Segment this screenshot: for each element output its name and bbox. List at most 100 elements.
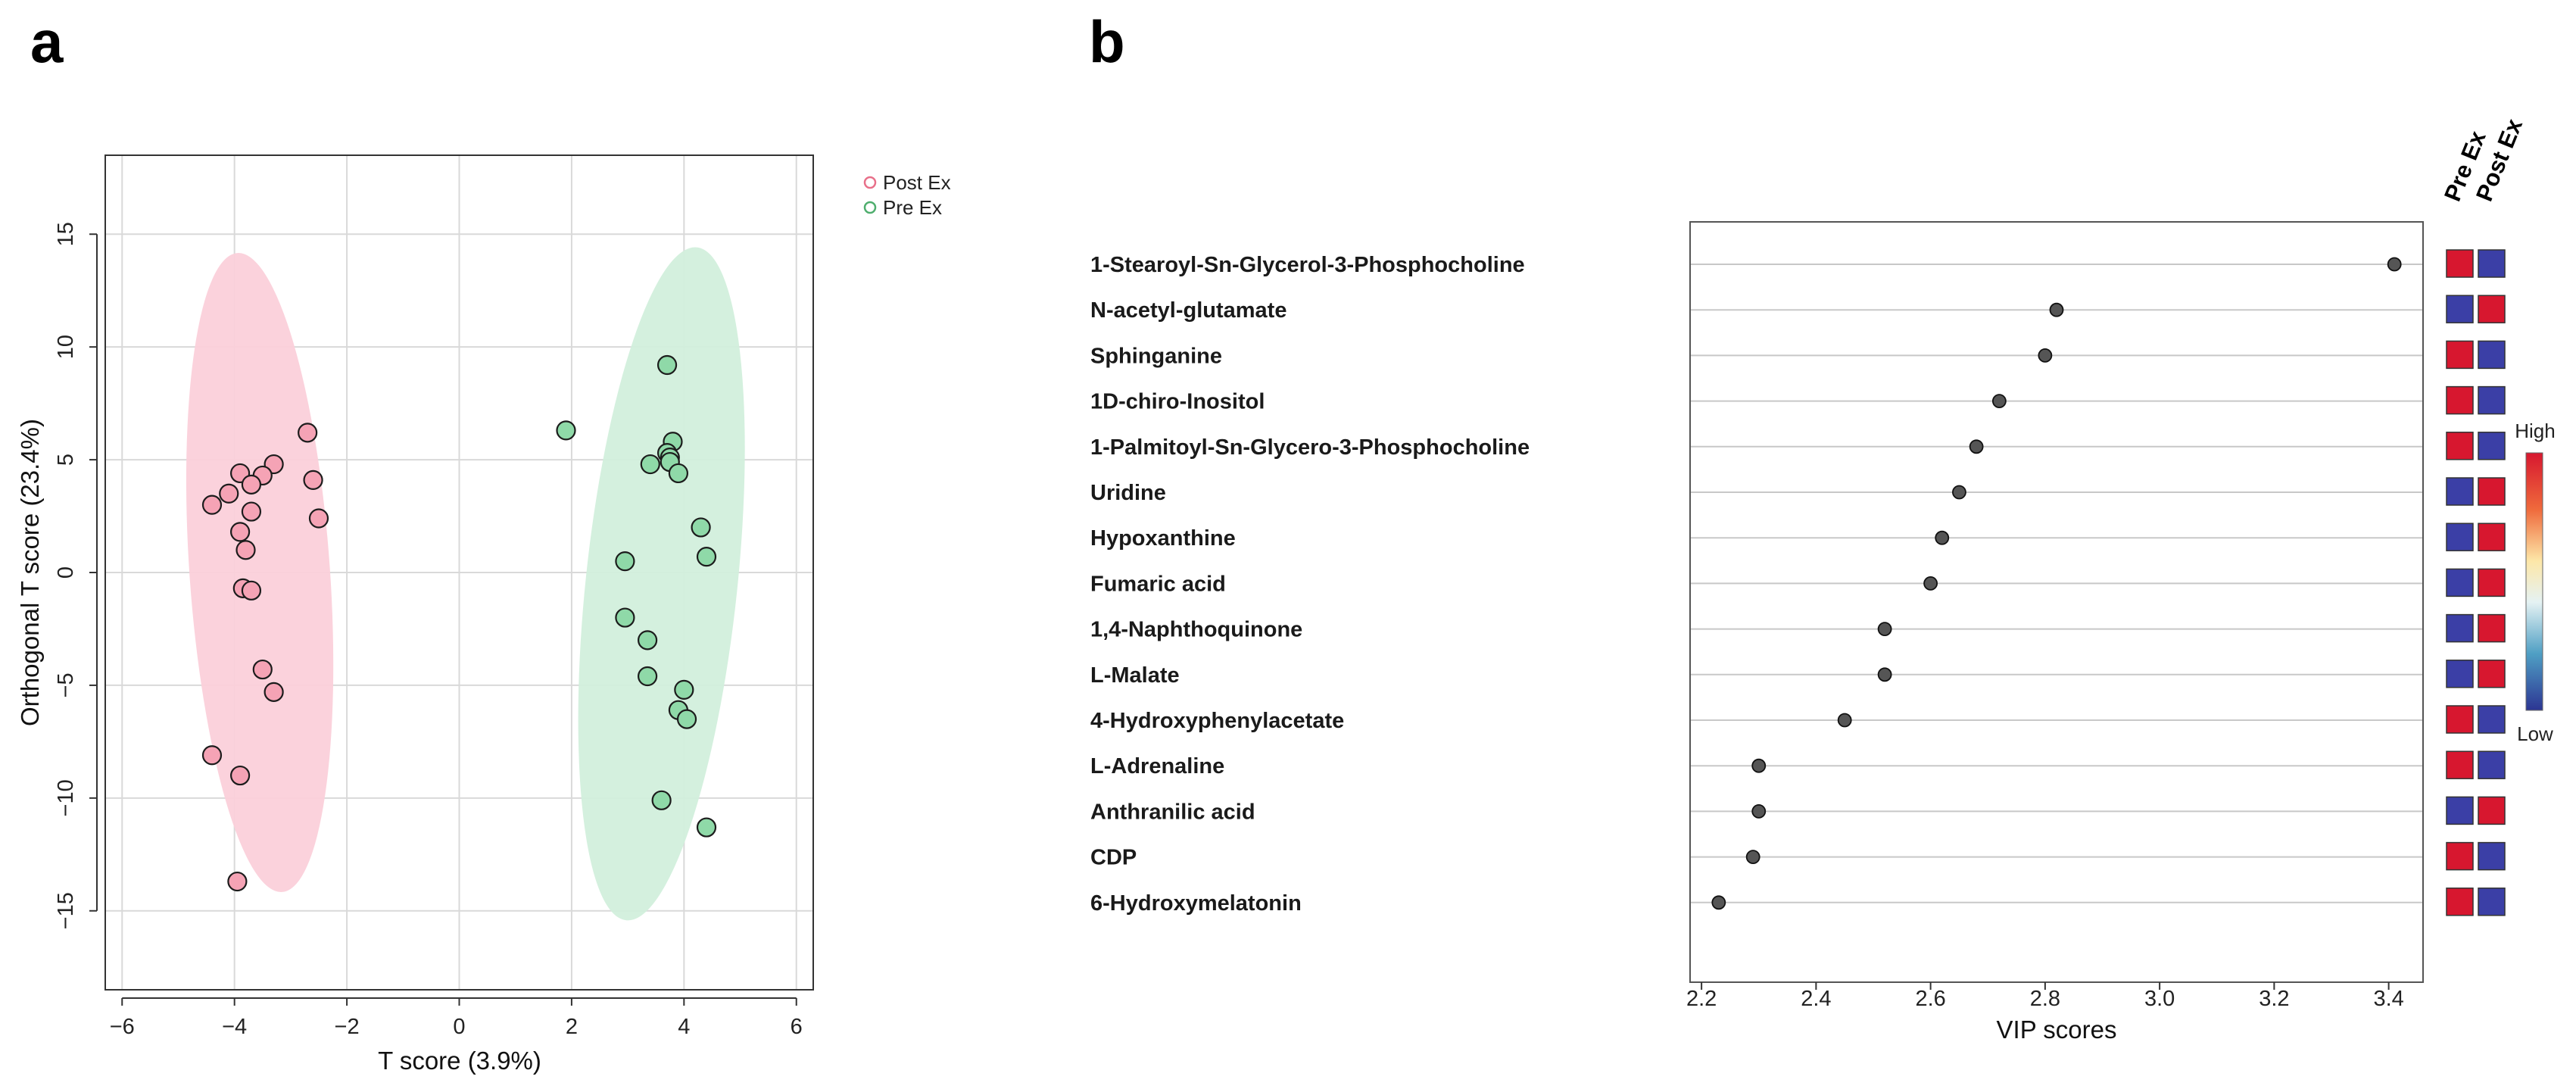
legend-marker-post-ex — [863, 176, 877, 189]
point-pre-ex — [615, 551, 635, 572]
heatmap-cell-post-ex — [2478, 750, 2506, 779]
metabolite-label: Anthranilic acid — [1090, 800, 1255, 824]
vip-dot — [1923, 576, 1938, 591]
metabolite-label: L-Adrenaline — [1090, 754, 1224, 778]
heatmap-cell-post-ex — [2478, 705, 2506, 734]
point-pre-ex — [637, 630, 658, 651]
metabolite-label: 6-Hydroxymelatonin — [1090, 891, 1302, 916]
colorbar: High Low — [2515, 420, 2555, 745]
metabolite-label: 1D-chiro-Inositol — [1090, 390, 1265, 414]
vip-dot — [2049, 302, 2064, 317]
scatter-plot-frame — [104, 154, 814, 991]
point-pre-ex — [668, 463, 689, 484]
scatter-x-axis-title: T score (3.9%) — [378, 1047, 541, 1075]
vip-dot — [1745, 850, 1760, 864]
x-tick-label: −4 — [222, 1015, 247, 1039]
vip-dot — [1969, 439, 1984, 454]
point-post-ex — [241, 580, 262, 601]
point-post-ex — [298, 423, 318, 443]
heatmap-cell-pre-ex — [2446, 613, 2474, 643]
ellipse-pre-ex — [578, 247, 745, 921]
metabolite-label: 4-Hydroxyphenylacetate — [1090, 709, 1344, 733]
vip-rows — [1690, 257, 2423, 910]
vip-dot — [1877, 622, 1892, 636]
heatmap-cell-post-ex — [2478, 432, 2506, 460]
panel-label-b: b — [1089, 8, 1125, 75]
colorbar-high-label: High — [2515, 420, 2555, 442]
metabolite-labels: 1-Stearoyl-Sn-Glycerol-3-Phosphocholine N… — [1090, 253, 1530, 916]
colorbar-gradient — [2525, 452, 2543, 711]
heatmap-cell-pre-ex — [2446, 888, 2474, 916]
vip-dot — [1751, 758, 1767, 773]
point-pre-ex — [674, 679, 694, 700]
y-tick-label: −5 — [54, 672, 78, 697]
heatmap-cell-pre-ex — [2446, 295, 2474, 323]
vip-dot — [1952, 485, 1966, 500]
metabolite-label: Uridine — [1090, 481, 1166, 505]
heatmap-cell-pre-ex — [2446, 249, 2474, 278]
heatmap-cell-post-ex — [2478, 477, 2506, 506]
heatmap-cell-pre-ex — [2446, 705, 2474, 734]
vip-dot — [2387, 257, 2402, 272]
point-post-ex — [235, 540, 256, 560]
heatmap-cell-pre-ex — [2446, 660, 2474, 688]
x-tick-label: 0 — [453, 1015, 465, 1039]
heatmap-cell-post-ex — [2478, 660, 2506, 688]
metabolite-label: N-acetyl-glutamate — [1090, 298, 1286, 323]
point-post-ex — [241, 474, 262, 495]
vip-x-tick-label: 2.8 — [2030, 987, 2060, 1011]
heatmap-cell-pre-ex — [2446, 385, 2474, 415]
point-pre-ex — [696, 547, 717, 567]
metabolite-label: 1-Stearoyl-Sn-Glycerol-3-Phosphocholine — [1090, 253, 1525, 277]
vip-x-tick-label: 3.2 — [2259, 987, 2289, 1011]
metabolite-label: L-Malate — [1090, 663, 1180, 688]
scatter-y-axis-title: Orthogonal T score (23.4%) — [16, 419, 44, 726]
legend-marker-pre-ex — [863, 201, 877, 214]
heatmap-cell-pre-ex — [2446, 750, 2474, 779]
vip-plot-frame — [1689, 221, 2424, 983]
vip-x-tick-label: 2.4 — [1801, 987, 1831, 1011]
x-tick-label: −2 — [335, 1015, 360, 1039]
legend-label-pre-ex: Pre Ex — [883, 196, 942, 219]
heatmap-cell-post-ex — [2478, 523, 2506, 551]
point-post-ex — [227, 871, 248, 892]
scatter-points — [201, 354, 717, 892]
vip-dot — [1935, 530, 1950, 545]
x-tick-label: −6 — [110, 1015, 135, 1039]
point-pre-ex — [676, 709, 697, 729]
scatter-y-axis: −15 −10 −5 0 5 10 15 — [54, 222, 98, 929]
y-tick-label: −15 — [54, 892, 78, 929]
vip-dot — [1751, 804, 1767, 819]
heatmap-cell-post-ex — [2478, 841, 2506, 871]
heatmap-cell-pre-ex — [2446, 523, 2474, 551]
point-post-ex — [308, 508, 329, 529]
colorbar-low-label: Low — [2517, 722, 2553, 745]
y-tick-label: 10 — [54, 335, 78, 359]
metabolite-label: 1,4-Naphthoquinone — [1090, 618, 1302, 642]
heatmap-cell-post-ex — [2478, 385, 2506, 415]
vip-dot — [2038, 348, 2053, 363]
legend-label-post-ex: Post Ex — [883, 171, 951, 194]
point-post-ex — [303, 470, 323, 490]
point-post-ex — [229, 522, 251, 542]
point-pre-ex — [651, 790, 672, 810]
scores-scatter-plot: −6 −4 −2 0 2 4 6 −15 −10 −5 0 5 10 15 T score (3.9%)… — [16, 154, 951, 1075]
heatmap-cell-pre-ex — [2446, 340, 2474, 370]
vip-x-axis: 2.2 2.4 2.6 2.8 3.0 3.2 3.4 — [1686, 982, 2404, 1011]
vip-dot — [1711, 895, 1726, 910]
y-tick-label: 15 — [54, 222, 78, 246]
heatmap-cell-post-ex — [2478, 888, 2506, 916]
x-tick-label: 2 — [566, 1015, 578, 1039]
heatmap-cell-pre-ex — [2446, 796, 2474, 825]
scatter-legend: Post Ex Pre Ex — [863, 171, 951, 219]
point-post-ex — [229, 765, 251, 786]
panel-label-a: a — [30, 8, 64, 75]
heatmap-cell-pre-ex — [2446, 568, 2474, 597]
point-pre-ex — [656, 354, 678, 376]
point-post-ex — [264, 682, 284, 702]
vip-x-axis-title: VIP scores — [1997, 1016, 2117, 1044]
y-tick-label: 5 — [54, 454, 78, 466]
point-pre-ex — [691, 517, 711, 538]
metabolite-label: Fumaric acid — [1090, 572, 1226, 596]
